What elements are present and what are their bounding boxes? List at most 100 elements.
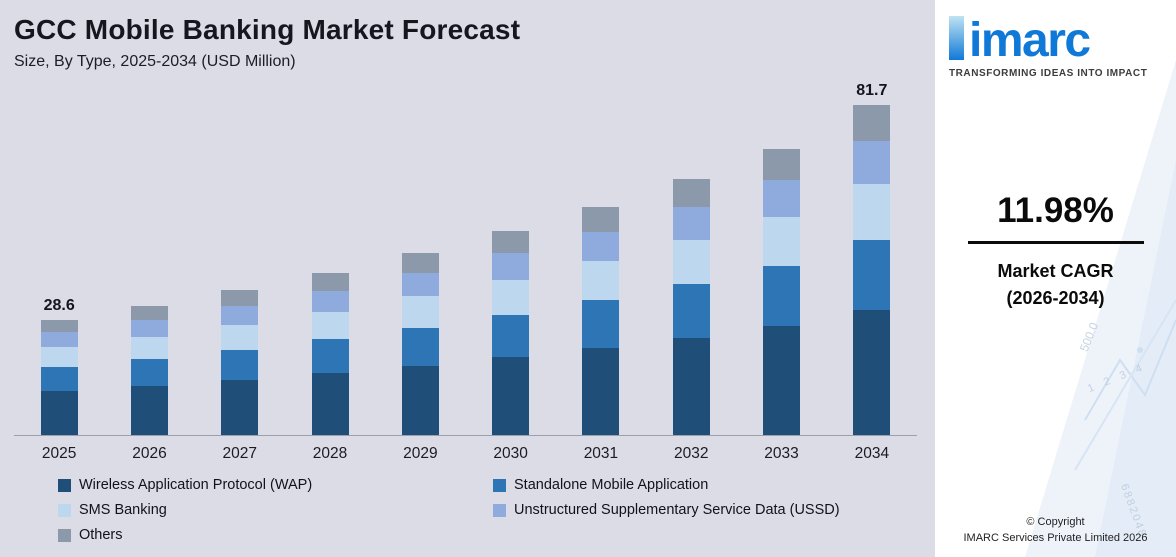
bar-segment: [853, 309, 891, 435]
legend-label: Unstructured Supplementary Service Data …: [514, 502, 840, 518]
legend-label: Standalone Mobile Application: [514, 477, 709, 493]
cagr-label-line1: Market CAGR: [997, 261, 1114, 281]
x-axis-label: 2032: [673, 445, 709, 462]
bar-column-2034: 81.7: [827, 82, 917, 435]
x-axis-label: 2025: [41, 445, 77, 462]
x-axis-label: 2029: [403, 445, 438, 462]
x-axis-label: 2026: [132, 445, 167, 462]
bar-segment: [311, 311, 349, 340]
legend-swatch-icon: [58, 478, 71, 492]
bar-segment: [492, 314, 530, 358]
sidebar-content: imarc TRANSFORMING IDEAS INTO IMPACT 11.…: [935, 0, 1176, 557]
bar-segment: [401, 252, 439, 273]
bar-value-label: 81.7: [856, 82, 888, 100]
cagr-value: 11.98%: [997, 191, 1114, 230]
bar-segment: [401, 365, 439, 435]
bar-segment: [492, 231, 530, 254]
bar-segment: [492, 253, 530, 280]
copyright: © Copyright IMARC Services Private Limit…: [935, 515, 1176, 547]
bar-column-2026: [104, 305, 194, 435]
bar-segment: [40, 391, 78, 435]
cagr-label-line2: (2026-2034): [1006, 288, 1105, 308]
stacked-bar: [401, 252, 439, 435]
bar-segment: [763, 326, 801, 435]
bar-segment: [763, 266, 801, 327]
legend-label: SMS Banking: [79, 502, 167, 518]
bar-column-2032: [646, 179, 736, 435]
sidebar-decoration: [1025, 60, 1176, 557]
chart-plot: 28.6 81.7: [14, 82, 917, 436]
stacked-bar: [40, 319, 78, 435]
legend-item: SMS Banking: [58, 502, 493, 518]
stacked-bar: [492, 231, 530, 435]
bar-segment: [401, 272, 439, 297]
bar-segment: [672, 207, 710, 241]
bar-segment: [582, 300, 620, 349]
bar-segment: [582, 207, 620, 232]
bar-segment: [221, 290, 259, 307]
legend-swatch-icon: [58, 503, 71, 517]
cagr-block: 11.98% Market CAGR (2026-2034): [935, 191, 1176, 312]
stacked-bar: [582, 207, 620, 435]
legend-item: Wireless Application Protocol (WAP): [58, 477, 493, 493]
bar-column-2028: [285, 273, 375, 435]
imarc-logo-text: imarc: [969, 13, 1091, 67]
bar-segment: [763, 180, 801, 218]
bar-segment: [40, 347, 78, 367]
x-axis-label: 2031: [583, 445, 619, 462]
bar-segment: [853, 184, 891, 241]
chart-legend: Wireless Application Protocol (WAP) Stand…: [58, 477, 917, 543]
bar-column-2031: [556, 207, 646, 435]
x-axis-label: 2028: [312, 445, 348, 462]
bar-segment: [311, 290, 349, 312]
bar-segment: [40, 332, 78, 348]
bar-segment: [40, 319, 78, 333]
page-title: GCC Mobile Banking Market Forecast: [14, 14, 521, 45]
copyright-line2: IMARC Services Private Limited 2026: [963, 532, 1148, 545]
stacked-bar: [763, 148, 801, 435]
bar-segment: [130, 305, 168, 320]
bar-segment: [311, 339, 349, 374]
bar-segment: [853, 105, 891, 142]
stacked-bar: [130, 305, 168, 435]
chart-header: GCC Mobile Banking Market Forecast Size,…: [0, 0, 935, 71]
bar-segment: [401, 296, 439, 328]
bar-segment: [672, 337, 710, 435]
bar-segment: [221, 380, 259, 435]
imarc-panel: 500.0 1 2 3 4 6882048 imarc TRANSFORMING…: [935, 0, 1176, 557]
legend-item: Standalone Mobile Application: [493, 477, 917, 493]
bar-column-2030: [465, 231, 555, 435]
legend-swatch-icon: [493, 478, 506, 492]
bar-segment: [221, 349, 259, 381]
bar-segment: [130, 385, 168, 435]
x-axis-label: 2027: [222, 445, 257, 462]
bar-segment: [40, 366, 78, 391]
chart-xlabels: 2025 2026 2027 2028 2029 2030 2031 2032 2033 2034: [14, 436, 917, 463]
stacked-bar: [853, 105, 891, 435]
bar-segment: [853, 240, 891, 310]
bar-segment: [492, 357, 530, 435]
bar-segment: [130, 319, 168, 337]
stacked-bar-chart: 28.6 81.7 2025 2026 2027 2028 2029 2030 2031 203…: [14, 82, 917, 543]
page-subtitle: Size, By Type, 2025-2034 (USD Million): [14, 53, 296, 70]
stacked-bar: [311, 273, 349, 435]
legend-item: Unstructured Supplementary Service Data …: [493, 502, 917, 518]
legend-label: Wireless Application Protocol (WAP): [79, 477, 313, 493]
bar-segment: [672, 179, 710, 208]
bar-segment: [672, 240, 710, 285]
stacked-bar: [672, 179, 710, 435]
legend-swatch-icon: [58, 528, 71, 542]
copyright-line1: © Copyright: [1026, 516, 1085, 529]
legend-item: Others: [58, 527, 493, 543]
bar-segment: [853, 141, 891, 185]
bar-segment: [311, 273, 349, 291]
bar-segment: [582, 348, 620, 435]
chart-area: GCC Mobile Banking Market Forecast Size,…: [0, 0, 935, 543]
bar-segment: [492, 279, 530, 315]
bar-segment: [582, 261, 620, 301]
bar-value-label: 28.6: [43, 296, 75, 314]
x-axis-label: 2033: [764, 445, 799, 462]
bar-segment: [763, 217, 801, 267]
bar-column-2033: [736, 148, 826, 435]
